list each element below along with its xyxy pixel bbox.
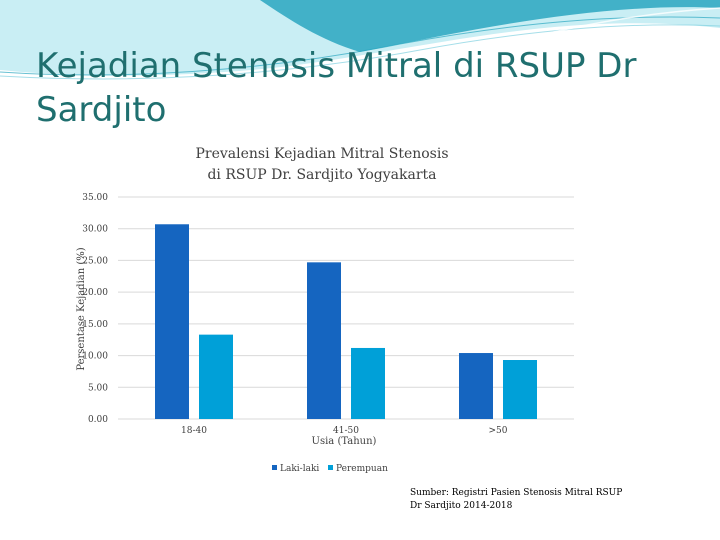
bar-laki-laki-3 [459,353,493,419]
y-tick-label: 30.00 [82,225,108,235]
y-axis-label: Persentase Kejadian (%) [76,247,87,370]
x-tick-label: 18-40 [181,426,207,436]
chart-title-line-2: di RSUP Dr. Sardjito Yogyakarta [207,167,436,183]
bar-perempuan-3 [503,360,537,419]
y-axis-ticks: 0.00 5.00 10.00 15.00 20.00 25.00 30.00 35.00 [82,193,108,425]
slide-title: Kejadian Stenosis Mitral di RSUP Dr Sard… [36,46,637,130]
x-tick-label: 41-50 [333,426,359,436]
legend-swatch [328,465,333,470]
decorative-banner [0,0,720,80]
y-tick-label: 15.00 [82,320,108,330]
x-axis-ticks: 18-40 41-50 >50 [181,426,508,436]
legend-label: Laki-laki [280,464,319,474]
legend: Laki-laki Perempuan [272,464,388,474]
source-note: Sumber: Registri Pasien Stenosis Mitral … [410,488,623,511]
y-tick-label: 10.00 [82,352,108,362]
legend-swatch [272,465,277,470]
bar-laki-laki-2 [307,262,341,419]
x-axis-label: Usia (Tahun) [312,436,377,447]
gridlines [118,196,574,420]
y-tick-label: 0.00 [88,415,108,425]
y-tick-label: 35.00 [82,193,108,203]
bar-perempuan-2 [351,347,385,419]
bars [155,224,537,419]
bar-laki-laki-1 [155,224,189,419]
bar-perempuan-1 [199,334,233,419]
chart-title-line-1: Prevalensi Kejadian Mitral Stenosis [195,146,448,162]
y-tick-label: 5.00 [88,383,108,393]
y-tick-label: 20.00 [82,288,108,298]
x-tick-label: >50 [489,426,508,436]
y-tick-label: 25.00 [82,256,108,266]
legend-label: Perempuan [336,464,388,474]
